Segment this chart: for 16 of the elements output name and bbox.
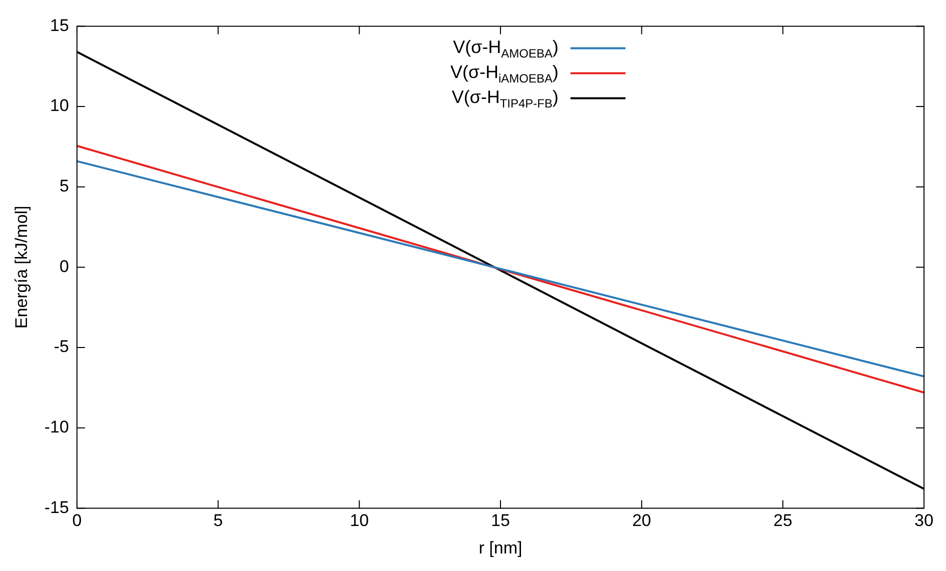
x-tick-label: 10 [350, 511, 369, 530]
y-tick-label: 15 [50, 16, 69, 35]
y-tick-label: 10 [50, 96, 69, 116]
x-tick-label: 20 [632, 511, 652, 530]
y-tick-label: 0 [60, 256, 69, 276]
y-tick-label: -15 [44, 498, 69, 517]
x-tick-label: 0 [72, 511, 82, 530]
y-axis-title: Energía [kJ/mol] [12, 206, 31, 329]
y-tick-label: 5 [60, 176, 69, 196]
y-tick-label: -10 [44, 418, 69, 437]
x-tick-label: 15 [491, 511, 510, 530]
x-tick-label: 5 [213, 511, 223, 530]
y-tick-label: -5 [54, 337, 69, 356]
x-axis-title: r [nm] [478, 538, 522, 558]
x-tick-label: 30 [914, 511, 934, 530]
x-tick-label: 25 [773, 511, 792, 530]
